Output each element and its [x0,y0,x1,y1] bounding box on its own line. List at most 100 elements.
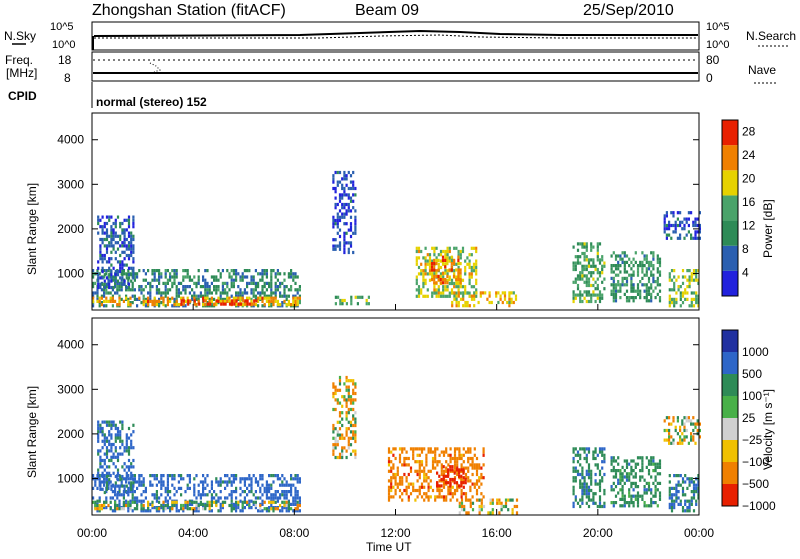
power-cell [457,255,460,259]
velocity-cell [420,447,424,451]
velocity-cell [429,447,432,451]
velocity-cell [283,500,286,504]
velocity-cell [681,438,684,442]
velocity-cell [414,498,417,502]
velocity-cell [592,453,595,457]
power-cell [417,256,421,260]
velocity-cell [458,468,461,472]
velocity-cell [469,450,472,454]
power-cell [270,288,273,292]
velocity-cell [614,494,618,498]
power-cell [587,264,591,268]
velocity-cell [460,498,464,502]
power-cell [239,278,242,282]
power-cell [237,291,240,295]
power-cell [224,288,227,292]
velocity-cell [677,474,680,478]
power-cell [123,218,126,222]
power-cell [263,294,266,298]
velocity-cell [290,483,293,487]
velocity-cell [585,501,588,505]
power-cell [173,272,176,276]
velocity-cell [453,460,457,464]
power-cell [226,291,229,295]
power-cell [294,281,297,285]
power-cell [431,246,434,250]
power-cell [281,281,284,285]
velocity-cell [697,474,700,478]
power-cell [180,296,183,300]
power-cell [127,278,130,282]
velocity-cell [675,496,678,500]
velocity-cell [347,391,350,396]
power-cell [652,280,655,284]
power-cell [248,302,251,306]
velocity-cell [217,480,220,484]
power-cell [448,259,451,263]
power-cell [336,212,339,216]
velocity-cell [166,503,169,508]
power-cell [166,291,169,295]
power-cell [92,281,95,285]
velocity-cell [241,506,244,510]
velocity-cell [431,488,435,493]
power-cell [186,272,189,276]
velocity-cell [403,456,406,461]
velocity-cell [354,382,357,386]
velocity-cell [438,453,441,457]
power-cell [103,288,106,292]
velocity-cell [186,507,189,511]
velocity-cell [504,498,508,502]
velocity-cell [281,474,284,478]
power-cell [298,294,301,298]
power-cell [210,281,213,285]
power-cell [675,291,678,295]
power-cell [184,304,187,308]
velocity-cell [127,446,131,450]
power-cell [690,211,693,215]
velocity-cell [675,499,678,503]
power-cell [92,294,95,298]
power-cell [285,303,288,307]
power-cell [442,288,445,292]
velocity-cell [116,430,120,434]
velocity-cell [341,404,344,408]
power-cell [263,269,266,273]
velocity-cell [162,509,165,513]
power-cell [270,269,273,273]
colorbar-segment [722,374,738,396]
velocity-cell [643,488,646,492]
velocity-cell [98,509,101,513]
velocity-cell [690,480,693,484]
velocity-cell [199,502,202,506]
power-cell [585,255,588,259]
power-cell [136,304,139,308]
velocity-cell [230,503,233,508]
power-cell [232,296,235,300]
velocity-cell [226,496,229,500]
velocity-cell [354,423,357,428]
power-cell [462,297,465,301]
velocity-cell [96,499,99,503]
power-cell [625,270,629,274]
velocity-cell [681,441,684,445]
power-cell [617,289,620,293]
velocity-cell [186,500,189,504]
velocity-cell [641,462,644,466]
power-cell [261,299,264,303]
power-cell [625,283,629,287]
velocity-cell [131,509,134,513]
velocity-cell [345,455,348,460]
power-cell [226,296,229,300]
velocity-cell [241,500,244,504]
velocity-cell [425,495,428,499]
velocity-cell [193,490,196,494]
power-cell [339,302,342,306]
velocity-cell [423,469,426,473]
velocity-cell [199,480,202,484]
power-cell [125,276,128,280]
velocity-cell [292,509,295,513]
power-cell [690,236,693,240]
velocity-cell [287,500,290,504]
power-cell [108,241,111,245]
